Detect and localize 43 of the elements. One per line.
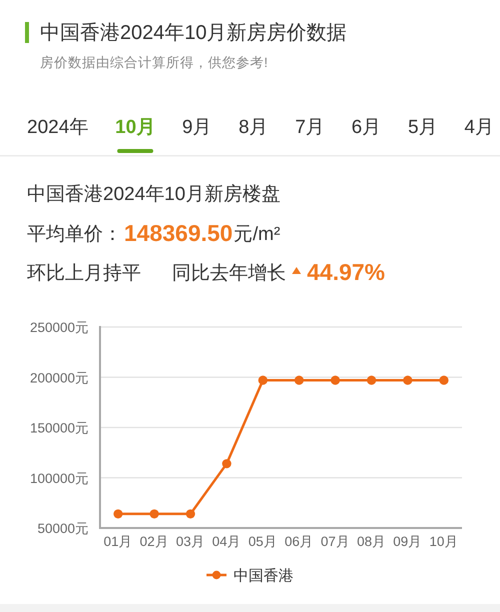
text: 4月 — [464, 117, 494, 138]
x-tick-label: 03月 — [176, 534, 206, 549]
point — [150, 509, 159, 519]
x-tick-label: 07月 — [320, 534, 350, 549]
x-tick-label: 06月 — [284, 534, 314, 549]
text: 元/m² — [234, 224, 280, 245]
text: 5月 — [408, 117, 438, 138]
x-tick-label: 10月 — [429, 534, 458, 549]
text: 10月 — [115, 117, 156, 138]
point — [222, 459, 232, 468]
y-tick-label: 100000元 — [30, 470, 89, 486]
text: 平均单价： — [27, 224, 122, 245]
x-tick-label: 02月 — [140, 534, 169, 549]
point — [439, 376, 448, 385]
x-tick-label: 05月 — [248, 534, 278, 549]
chart-subtitle: 房价数据由综合计算所得，供您参考! — [40, 55, 268, 70]
point — [366, 376, 376, 385]
point — [258, 376, 268, 385]
point — [186, 509, 196, 519]
text: 148369.50 — [124, 220, 233, 246]
text: 中国香港2024年10月新房楼盘 — [27, 183, 280, 205]
y-tick-label: 250000元 — [30, 320, 89, 335]
text: 8月 — [238, 117, 268, 138]
y-tick-label: 150000元 — [30, 420, 89, 436]
text: 环比上月持平 — [27, 263, 141, 284]
text: 同比去年增长 — [172, 263, 286, 284]
chart-title: 中国香港2024年10月新房房价数据 — [40, 22, 347, 44]
x-tick-label: 09月 — [393, 534, 422, 549]
y-tick-label: 200000元 — [30, 370, 89, 386]
text: 44.97% — [307, 259, 386, 285]
x-tick-label: 04月 — [212, 534, 242, 549]
x-tick-label: 08月 — [356, 534, 386, 549]
y-tick-label: 50000元 — [37, 521, 89, 536]
point — [403, 376, 412, 385]
text: 7月 — [295, 117, 325, 138]
x-tick-label: 01月 — [104, 534, 133, 549]
point — [330, 376, 340, 385]
point — [294, 376, 304, 385]
text: 6月 — [352, 117, 382, 138]
text: 2024年 — [27, 117, 88, 138]
point — [114, 509, 123, 519]
legend-label: 中国香港 — [234, 568, 294, 584]
text: 9月 — [182, 117, 212, 138]
